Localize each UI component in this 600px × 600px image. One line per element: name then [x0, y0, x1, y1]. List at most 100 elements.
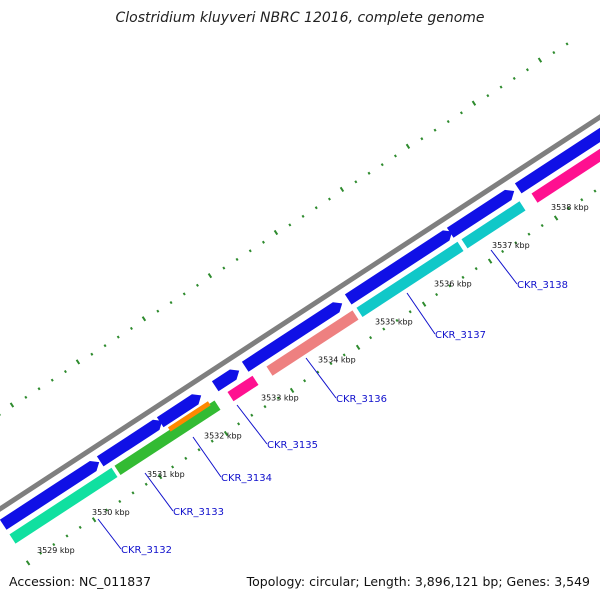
gene-leader-line — [236, 404, 268, 445]
gc-tick — [499, 85, 503, 89]
gene-feature-CKR_3135[interactable] — [227, 375, 259, 402]
gc-tick — [156, 309, 160, 313]
gene-feature-CKR_3133[interactable] — [114, 400, 221, 476]
gc-tick-inner — [263, 405, 267, 409]
gc-tick — [420, 137, 424, 141]
gc-tick-inner — [421, 301, 427, 307]
gene-feature-CKR_3138[interactable] — [531, 126, 600, 203]
gene-feature-CKR_3134[interactable] — [167, 401, 211, 432]
gene-label-CKR_3134[interactable]: CKR_3134 — [221, 473, 272, 484]
gc-tick — [50, 378, 54, 382]
gc-tick-inner — [514, 241, 518, 245]
gc-tick-inner — [369, 336, 373, 340]
accession-text: Accession: NC_011837 — [9, 574, 152, 589]
gc-tick-inner — [144, 482, 148, 486]
gc-tick-inner — [39, 551, 43, 555]
gc-tick — [393, 154, 397, 158]
gc-tick — [248, 249, 252, 253]
gc-tick — [433, 128, 437, 132]
gc-tick-inner — [65, 534, 69, 538]
gene-label-CKR_3133[interactable]: CKR_3133 — [173, 507, 224, 518]
gc-tick — [116, 335, 120, 339]
gene-feature-CKR_3136[interactable] — [266, 310, 359, 376]
gc-tick — [169, 300, 173, 305]
genome-backbone — [0, 114, 600, 512]
scale-label: 3530 kbp — [92, 508, 130, 517]
cds-arrow[interactable] — [0, 483, 65, 530]
gene-features — [0, 112, 600, 544]
gc-tick — [63, 369, 67, 374]
gc-tick-inner — [501, 249, 505, 254]
gc-tick — [37, 387, 41, 391]
gc-tick-inner — [197, 448, 201, 452]
gc-tick — [301, 214, 305, 218]
gc-tick — [380, 163, 384, 167]
gc-tick-inner — [157, 474, 163, 480]
gc-tick — [537, 57, 543, 63]
gc-tick-inner — [105, 508, 109, 512]
gene-feature-CKR_3137[interactable] — [356, 241, 464, 317]
cds-arrow[interactable] — [446, 189, 515, 238]
gene-leader-line — [144, 472, 174, 512]
gene-label-CKR_3138[interactable]: CKR_3138 — [517, 280, 568, 291]
gc-tick — [486, 94, 490, 98]
gc-tick-inner — [171, 465, 175, 469]
gc-tick-inner — [131, 491, 135, 495]
cds-arrow[interactable] — [344, 230, 453, 305]
scale-label: 3537 kbp — [492, 241, 530, 250]
gene-label-CKR_3135[interactable]: CKR_3135 — [267, 440, 318, 451]
gene-leader-line — [97, 518, 122, 550]
cds-arrow[interactable] — [514, 112, 600, 194]
cds-arrow[interactable] — [54, 461, 100, 494]
gc-tick-inner — [250, 413, 254, 417]
scale-label: 3529 kbp — [37, 546, 75, 555]
cds-arrow[interactable] — [96, 419, 163, 467]
gc-tick-inner — [527, 232, 531, 236]
gc-tick-inner — [487, 258, 493, 264]
gc-tick-inner — [342, 353, 346, 357]
scale-label: 3533 kbp — [261, 394, 299, 403]
gc-tick-inner — [435, 292, 439, 297]
cds-arrow[interactable] — [211, 369, 240, 392]
gc-tick-inner — [593, 189, 597, 193]
gc-tick-inner — [223, 430, 229, 437]
gc-tick — [207, 273, 213, 279]
gc-tick — [512, 76, 516, 80]
cds-arrow[interactable] — [241, 302, 343, 372]
gc-tick-inner — [210, 439, 214, 443]
genome-summary-text: Topology: circular; Length: 3,896,121 bp… — [246, 574, 590, 589]
gc-tick-inner — [303, 379, 307, 383]
gene-feature-CKR_3137b[interactable] — [461, 201, 526, 249]
gc-tick-inner — [448, 284, 452, 288]
gc-tick — [446, 119, 450, 124]
gene-label-CKR_3136[interactable]: CKR_3136 — [336, 394, 387, 405]
scale-label: 3538 kbp — [551, 203, 589, 212]
scale-label: 3531 kbp — [147, 470, 185, 479]
gc-tick — [273, 229, 279, 236]
gc-tick — [261, 240, 265, 244]
gc-tick — [565, 42, 569, 46]
gc-tick — [195, 283, 199, 287]
map-title: Clostridium kluyveri NBRC 12016, complet… — [115, 10, 485, 26]
scale-label: 3536 kbp — [434, 279, 472, 288]
gc-tick — [471, 100, 477, 106]
gc-tick-inner — [91, 517, 97, 523]
gc-tick — [459, 111, 463, 115]
gc-tick — [339, 186, 345, 193]
gc-tick-inner — [52, 542, 56, 547]
gc-tick-inner — [408, 310, 412, 314]
gc-tick — [9, 402, 15, 408]
gc-tick — [367, 171, 371, 175]
cds-arrow[interactable] — [156, 394, 202, 428]
gc-tick-inner — [355, 344, 361, 350]
gc-tick-inner — [567, 206, 571, 210]
gene-labels: CKR_3132 CKR_3133 CKR_3134 CKR_3135 CKR_3136… — [97, 249, 568, 556]
gc-tick — [75, 359, 81, 365]
gc-tick-inner — [461, 275, 465, 279]
gc-tick — [24, 395, 28, 399]
gene-label-CKR_3137[interactable]: CKR_3137 — [435, 330, 486, 341]
gene-feature-CKR_3132[interactable] — [9, 467, 118, 544]
gene-label-CKR_3132[interactable]: CKR_3132 — [121, 545, 172, 556]
gc-tick-inner — [237, 422, 241, 426]
